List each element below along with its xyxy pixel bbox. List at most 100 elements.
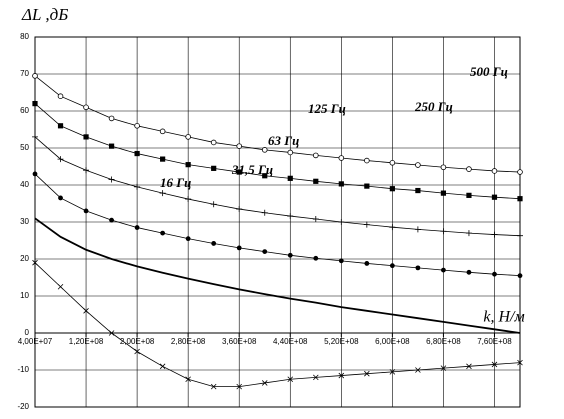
- x-tick-label: 2,80E+08: [171, 337, 206, 346]
- marker: [262, 249, 268, 255]
- marker: [517, 196, 523, 202]
- marker: [83, 208, 89, 214]
- marker: [312, 152, 319, 159]
- marker: [517, 232, 523, 239]
- marker: [313, 255, 319, 261]
- marker: [389, 160, 396, 166]
- marker: [236, 245, 242, 251]
- marker: [517, 359, 523, 366]
- y-tick-label: 0: [25, 328, 30, 337]
- series-line: [34, 136, 521, 237]
- marker: [466, 166, 472, 172]
- x-tick-label: 1,20E+08: [69, 337, 104, 346]
- marker: [185, 236, 191, 242]
- marker: [338, 219, 345, 225]
- marker: [159, 190, 166, 197]
- marker: [57, 156, 64, 163]
- x-tick-label: 6,80E+08: [426, 337, 461, 346]
- marker: [108, 330, 115, 336]
- x-tick-label: 3,60E+08: [222, 337, 257, 346]
- marker: [389, 263, 395, 269]
- marker: [210, 383, 217, 390]
- marker: [364, 370, 370, 377]
- marker: [415, 265, 421, 271]
- marker: [441, 267, 446, 273]
- marker: [312, 216, 319, 223]
- y-tick-label: 30: [20, 217, 29, 226]
- y-tick-label: 50: [20, 143, 29, 152]
- marker: [185, 162, 191, 168]
- marker: [415, 367, 421, 373]
- marker: [134, 150, 140, 157]
- x-axis-label: k, Н/м: [483, 309, 524, 326]
- marker: [287, 175, 293, 181]
- marker: [32, 259, 38, 266]
- marker: [57, 123, 64, 129]
- marker: [210, 139, 217, 146]
- marker: [363, 221, 370, 228]
- marker: [236, 143, 243, 149]
- marker: [32, 101, 38, 107]
- series-label: 31,5 Гц: [231, 162, 273, 177]
- marker: [32, 133, 38, 140]
- marker: [491, 168, 498, 174]
- marker: [57, 93, 64, 99]
- marker: [364, 183, 370, 189]
- marker: [440, 190, 447, 196]
- marker: [491, 231, 498, 238]
- x-tick-label: 6,00E+08: [375, 337, 410, 346]
- marker: [210, 201, 217, 208]
- marker: [466, 363, 472, 370]
- marker: [338, 155, 345, 161]
- marker: [262, 173, 268, 179]
- marker: [134, 225, 140, 230]
- marker: [466, 192, 472, 198]
- series-line: [34, 262, 521, 388]
- series-label: 16 Гц: [160, 175, 191, 190]
- series-label: 63 Гц: [268, 133, 299, 148]
- marker: [108, 143, 115, 149]
- marker: [287, 376, 294, 383]
- marker: [236, 383, 242, 390]
- marker: [160, 230, 166, 236]
- marker: [517, 169, 523, 175]
- marker: [211, 165, 217, 171]
- marker: [134, 348, 140, 355]
- marker: [415, 187, 421, 194]
- marker: [389, 186, 395, 192]
- marker: [58, 195, 63, 201]
- y-tick-label: 10: [20, 291, 29, 300]
- marker: [491, 361, 498, 368]
- marker: [517, 273, 523, 279]
- marker: [185, 196, 192, 203]
- marker: [83, 134, 89, 140]
- marker: [338, 372, 345, 379]
- marker: [338, 258, 344, 264]
- marker: [108, 115, 115, 122]
- y-tick-label: 20: [20, 254, 29, 263]
- series-label: 125 Гц: [308, 101, 346, 116]
- marker: [389, 369, 396, 375]
- marker: [492, 271, 497, 277]
- marker: [415, 162, 421, 168]
- marker: [313, 178, 319, 184]
- marker: [287, 149, 294, 156]
- marker: [465, 230, 472, 237]
- marker: [159, 128, 166, 135]
- marker: [83, 308, 89, 314]
- marker: [159, 363, 166, 370]
- series-label: 250 Гц: [414, 99, 453, 114]
- marker: [185, 376, 191, 383]
- series-line: [34, 173, 521, 277]
- marker: [440, 164, 447, 171]
- marker: [287, 213, 294, 220]
- x-tick-label: 5,20E+08: [324, 337, 359, 346]
- marker: [287, 252, 293, 258]
- marker: [83, 104, 89, 111]
- series-line: [34, 75, 521, 173]
- marker: [261, 380, 268, 386]
- y-axis-label: ΔL ,дБ: [21, 5, 68, 24]
- y-tick-label: 70: [20, 69, 29, 78]
- y-tick-label: 80: [20, 32, 29, 41]
